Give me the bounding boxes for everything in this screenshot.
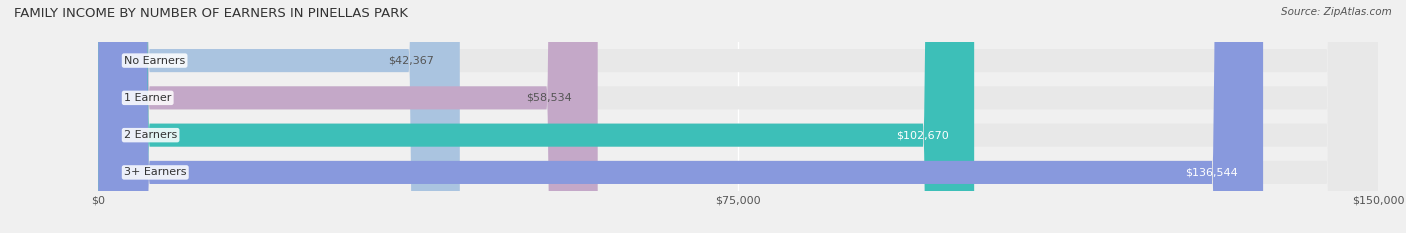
FancyBboxPatch shape xyxy=(98,0,974,233)
FancyBboxPatch shape xyxy=(98,0,1263,233)
FancyBboxPatch shape xyxy=(98,0,1378,233)
FancyBboxPatch shape xyxy=(98,0,1378,233)
FancyBboxPatch shape xyxy=(98,0,598,233)
Text: 2 Earners: 2 Earners xyxy=(124,130,177,140)
Text: FAMILY INCOME BY NUMBER OF EARNERS IN PINELLAS PARK: FAMILY INCOME BY NUMBER OF EARNERS IN PI… xyxy=(14,7,408,20)
Text: $102,670: $102,670 xyxy=(896,130,949,140)
Text: Source: ZipAtlas.com: Source: ZipAtlas.com xyxy=(1281,7,1392,17)
FancyBboxPatch shape xyxy=(98,0,1378,233)
Text: $136,544: $136,544 xyxy=(1185,168,1237,177)
Text: 1 Earner: 1 Earner xyxy=(124,93,172,103)
Text: $42,367: $42,367 xyxy=(388,56,434,65)
FancyBboxPatch shape xyxy=(98,0,460,233)
FancyBboxPatch shape xyxy=(98,0,1378,233)
Text: No Earners: No Earners xyxy=(124,56,186,65)
Text: $58,534: $58,534 xyxy=(526,93,572,103)
Text: 3+ Earners: 3+ Earners xyxy=(124,168,187,177)
